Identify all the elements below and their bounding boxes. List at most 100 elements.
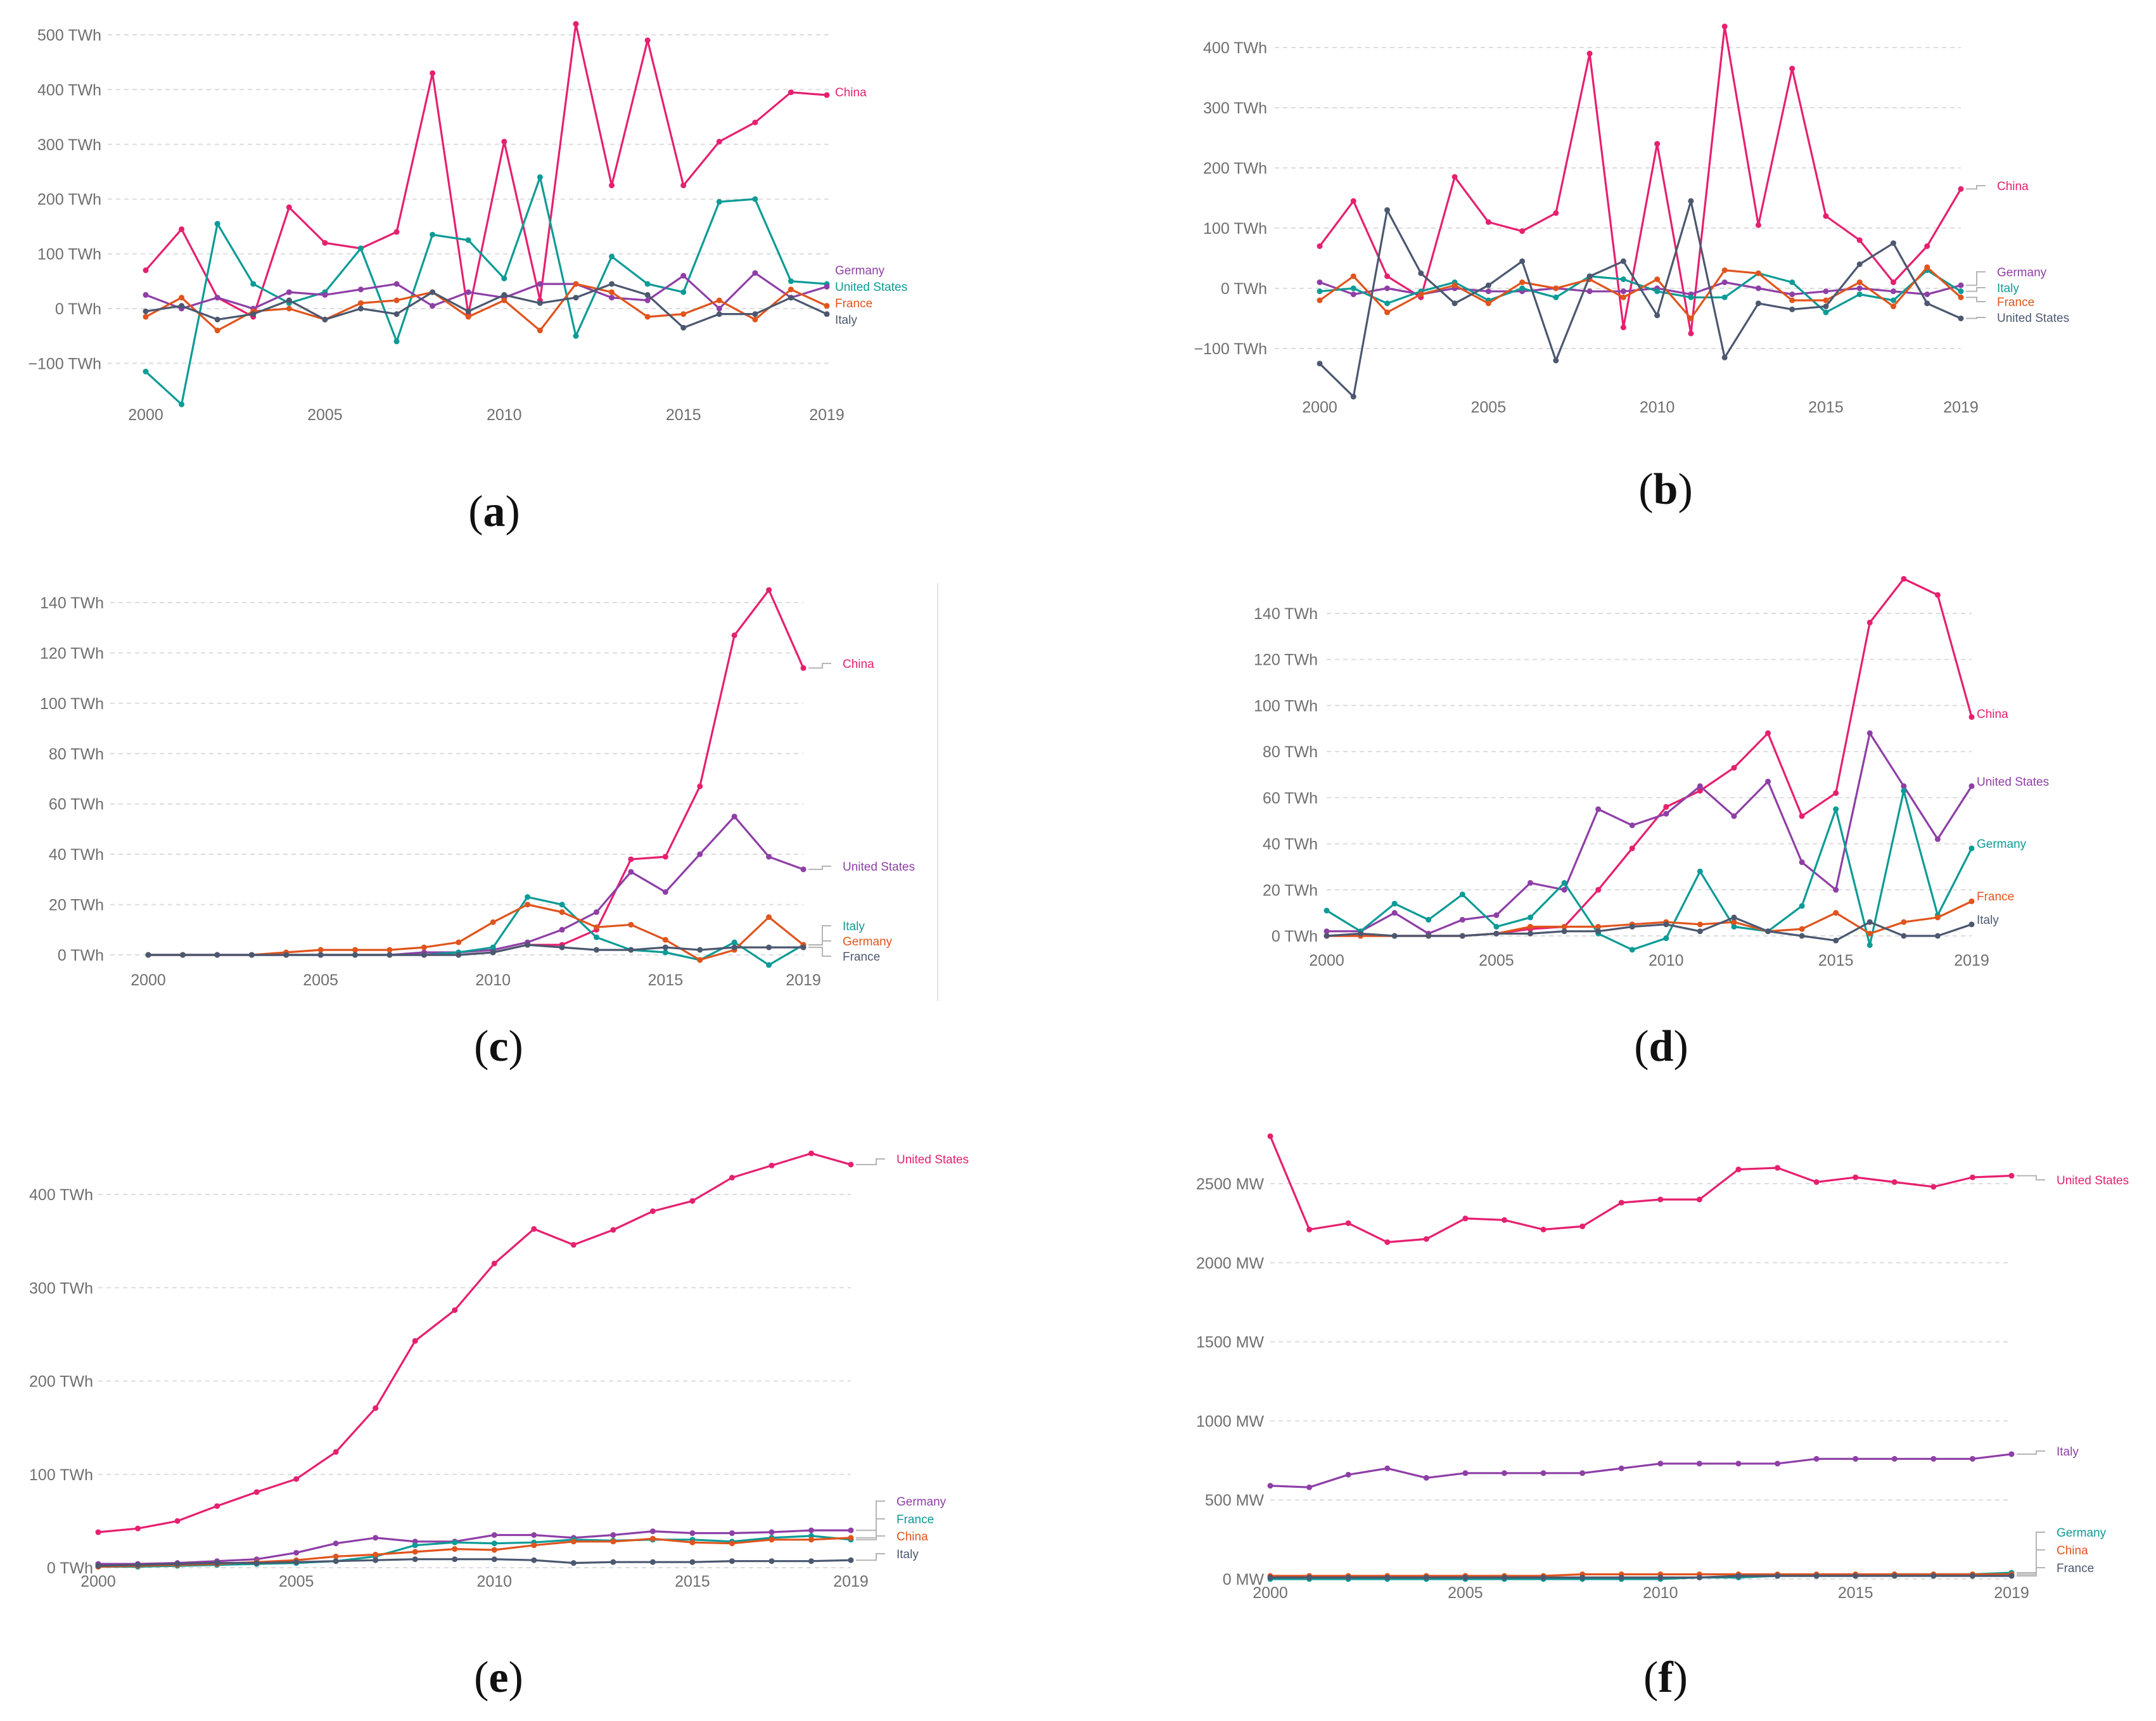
data-point [135, 1525, 141, 1532]
data-point [393, 297, 400, 304]
data-point [769, 1537, 775, 1543]
x-tick-label: 2010 [1649, 952, 1684, 969]
y-tick-label: 500 TWh [37, 27, 101, 44]
series-line [148, 944, 803, 956]
data-point [1969, 1174, 1975, 1180]
series-label: France [835, 297, 872, 310]
data-point [1629, 923, 1635, 930]
data-point [1930, 1455, 1937, 1462]
data-point [143, 308, 149, 314]
data-point [143, 314, 149, 320]
series-label: Germany [1997, 266, 2047, 279]
series-label: Italy [896, 1548, 919, 1561]
x-tick-label: 2015 [1818, 952, 1854, 969]
data-point [1856, 291, 1863, 297]
data-point [1853, 1455, 1859, 1462]
series-france [145, 942, 807, 958]
series-label: Italy [843, 920, 865, 933]
data-point [1934, 836, 1941, 842]
data-point [322, 291, 328, 298]
label-leader [808, 866, 831, 870]
data-point [649, 1528, 656, 1535]
y-tick-label: 20 TWh [1263, 881, 1318, 899]
data-point [1345, 1575, 1351, 1581]
data-point [609, 289, 615, 295]
data-point [1856, 285, 1863, 291]
data-point [644, 37, 651, 44]
data-point [1697, 783, 1703, 790]
data-point [766, 914, 772, 920]
data-point [716, 138, 722, 144]
x-tick-label: 2010 [487, 406, 522, 424]
data-point [800, 866, 807, 873]
data-point [1317, 361, 1323, 367]
data-point [421, 952, 427, 958]
data-point [525, 902, 531, 908]
data-point [1663, 810, 1669, 817]
data-point [628, 947, 634, 953]
data-point [1384, 285, 1391, 291]
data-point [1775, 1165, 1781, 1171]
data-point [1519, 258, 1526, 264]
data-point [1462, 1215, 1469, 1222]
y-tick-label: 0 TWh [1221, 280, 1267, 298]
data-point [1657, 1575, 1664, 1581]
data-point [1553, 294, 1559, 300]
data-point [465, 314, 471, 320]
data-point [1755, 300, 1761, 307]
data-point [1620, 324, 1626, 331]
data-point [250, 281, 257, 287]
data-point [610, 1532, 616, 1538]
data-point [610, 1227, 616, 1233]
data-point [716, 199, 722, 205]
data-point [1384, 309, 1391, 316]
label-leader [808, 940, 831, 946]
data-point [1958, 316, 1964, 321]
data-point [1459, 933, 1465, 939]
series-italy [95, 1556, 854, 1569]
data-point [174, 1518, 181, 1524]
data-point [1930, 1184, 1937, 1190]
data-point [537, 328, 543, 334]
data-point [214, 1503, 220, 1509]
data-point [1561, 880, 1567, 886]
data-point [788, 295, 794, 301]
x-axis: 2000 2005 2010 2015 2019 [128, 406, 845, 424]
data-point [373, 1405, 379, 1411]
data-point [1527, 930, 1533, 937]
data-point [1958, 186, 1964, 192]
data-point [593, 924, 599, 930]
data-point [593, 947, 599, 953]
data-point [716, 297, 722, 304]
y-tick-label: 400 TWh [1203, 39, 1267, 57]
data-point [393, 311, 400, 317]
data-point [491, 1260, 497, 1267]
label-leader [2017, 1549, 2045, 1575]
data-point [1317, 243, 1323, 249]
data-point [1688, 294, 1694, 300]
data-point [1485, 282, 1491, 288]
data-point [1765, 730, 1771, 736]
data-point [293, 1559, 300, 1565]
data-point [452, 1539, 458, 1545]
data-point [179, 303, 185, 309]
data-point [2008, 1451, 2015, 1457]
data-point [697, 851, 703, 857]
data-point [430, 303, 436, 309]
data-point [609, 182, 615, 189]
series-line [145, 283, 827, 329]
data-point [317, 952, 324, 958]
data-point [559, 902, 565, 908]
label-leader [856, 1535, 885, 1539]
data-point [1958, 294, 1964, 300]
data-point [662, 937, 668, 943]
y-tick-label: 100 TWh [1254, 697, 1318, 715]
data-point [179, 295, 185, 301]
data-point [1561, 928, 1567, 935]
data-point [1688, 198, 1694, 204]
data-point [1561, 886, 1567, 893]
data-point [491, 1532, 497, 1538]
data-point [1735, 1461, 1742, 1467]
